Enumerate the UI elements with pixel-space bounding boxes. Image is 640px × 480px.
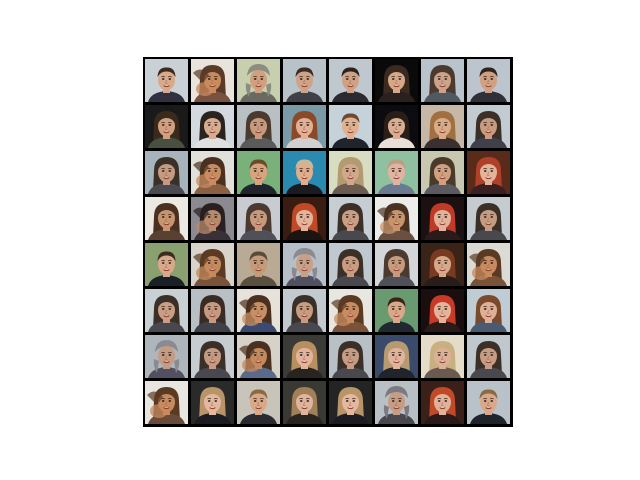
face-thumbnail <box>329 381 372 424</box>
face-thumbnail <box>145 59 188 102</box>
face-thumbnail <box>375 289 418 332</box>
face-thumbnail <box>145 335 188 378</box>
face-thumbnail <box>329 289 372 332</box>
face-thumbnail <box>191 335 234 378</box>
face-thumbnail <box>421 105 464 148</box>
face-thumbnail <box>329 151 372 194</box>
face-thumbnail <box>237 59 280 102</box>
face-thumbnail <box>421 289 464 332</box>
face-thumbnail <box>421 197 464 240</box>
face-thumbnail <box>283 243 326 286</box>
face-thumbnail <box>237 289 280 332</box>
face-thumbnail <box>237 335 280 378</box>
face-thumbnail <box>145 197 188 240</box>
face-thumbnail <box>283 289 326 332</box>
face-thumbnail <box>421 335 464 378</box>
image-grid <box>143 57 513 427</box>
face-thumbnail <box>191 381 234 424</box>
face-thumbnail <box>283 381 326 424</box>
face-thumbnail <box>237 105 280 148</box>
face-thumbnail <box>191 197 234 240</box>
face-thumbnail <box>421 59 464 102</box>
face-thumbnail <box>467 59 510 102</box>
face-thumbnail <box>467 243 510 286</box>
face-thumbnail <box>375 59 418 102</box>
face-thumbnail <box>375 243 418 286</box>
face-thumbnail <box>421 243 464 286</box>
face-thumbnail <box>145 289 188 332</box>
face-thumbnail <box>283 335 326 378</box>
face-thumbnail <box>375 197 418 240</box>
face-thumbnail <box>145 105 188 148</box>
face-thumbnail <box>283 151 326 194</box>
face-thumbnail <box>421 381 464 424</box>
face-thumbnail <box>375 105 418 148</box>
face-thumbnail <box>145 243 188 286</box>
face-thumbnail <box>145 381 188 424</box>
face-thumbnail <box>467 197 510 240</box>
face-thumbnail <box>283 105 326 148</box>
face-thumbnail <box>191 289 234 332</box>
face-thumbnail <box>191 59 234 102</box>
face-thumbnail <box>467 335 510 378</box>
face-thumbnail <box>467 289 510 332</box>
face-thumbnail <box>191 105 234 148</box>
face-thumbnail <box>329 197 372 240</box>
face-thumbnail <box>329 59 372 102</box>
face-thumbnail <box>191 243 234 286</box>
face-thumbnail <box>329 105 372 148</box>
face-thumbnail <box>375 381 418 424</box>
face-thumbnail <box>145 151 188 194</box>
face-thumbnail <box>191 151 234 194</box>
face-thumbnail <box>237 197 280 240</box>
face-thumbnail <box>283 59 326 102</box>
face-thumbnail <box>375 335 418 378</box>
face-thumbnail <box>375 151 418 194</box>
face-thumbnail <box>237 151 280 194</box>
face-thumbnail <box>283 197 326 240</box>
face-thumbnail <box>237 243 280 286</box>
face-thumbnail <box>421 151 464 194</box>
face-thumbnail <box>329 335 372 378</box>
face-thumbnail <box>467 151 510 194</box>
face-thumbnail <box>329 243 372 286</box>
face-thumbnail <box>237 381 280 424</box>
face-thumbnail <box>467 105 510 148</box>
face-thumbnail <box>467 381 510 424</box>
